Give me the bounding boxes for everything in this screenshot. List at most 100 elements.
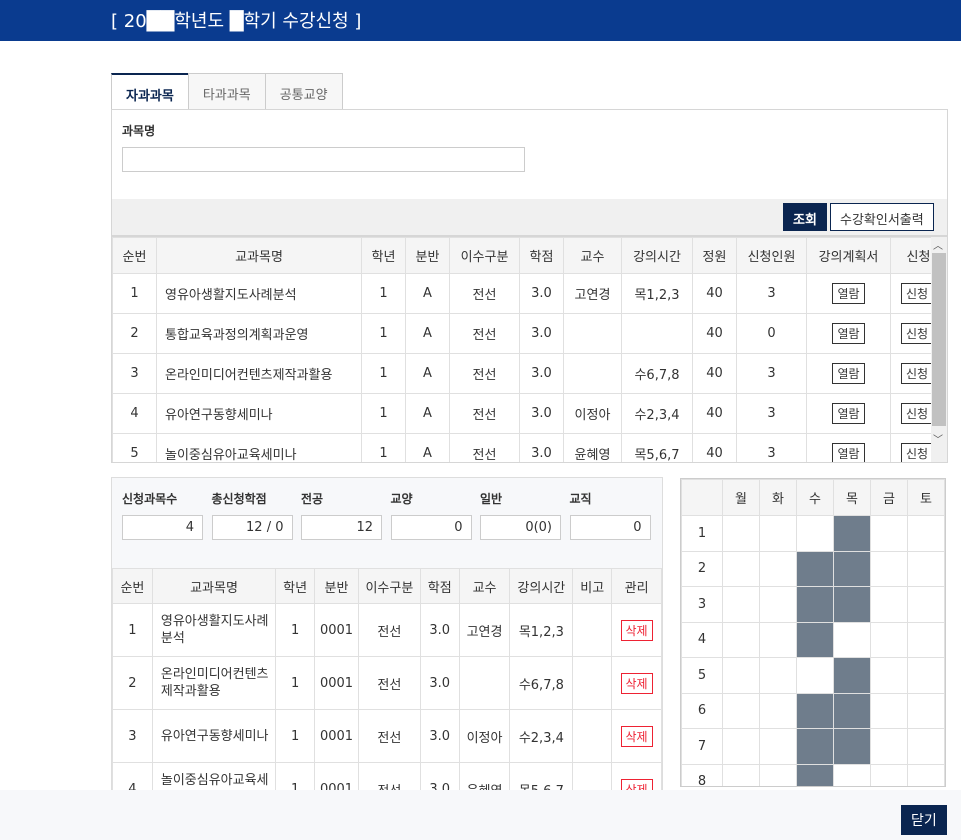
column-header: 비고 (572, 568, 613, 604)
apply-button[interactable]: 신청 (901, 283, 934, 304)
apply-button[interactable]: 신청 (901, 443, 934, 462)
table-cell: 전선 (449, 313, 520, 354)
table-cell: 0001 (314, 762, 359, 790)
scrollbar[interactable]: ︿ ﹀ (931, 237, 947, 462)
column-header: 분반 (405, 237, 450, 274)
tab-own-dept[interactable]: 자과과목 (111, 73, 189, 110)
timetable-cell-filled (796, 586, 834, 623)
table-cell: 40 (692, 433, 737, 462)
table-cell: 0001 (314, 656, 359, 710)
timetable-cell (759, 657, 797, 694)
apply-button[interactable]: 신청 (901, 403, 934, 424)
table-cell: 3.0 (519, 393, 564, 434)
timetable-cell (907, 728, 945, 765)
timetable-cell-filled (796, 728, 834, 765)
tab-general[interactable]: 공통교양 (264, 73, 343, 110)
table-cell: 삭제 (611, 656, 662, 710)
delete-button[interactable]: 삭제 (620, 725, 653, 747)
table-cell: 목5,6,7 (509, 762, 574, 790)
column-header: 학점 (519, 237, 564, 274)
view-syllabus-button[interactable]: 열람 (832, 283, 865, 304)
timetable-cell (722, 515, 760, 552)
timetable-cell (796, 657, 834, 694)
day-header: 수 (796, 479, 834, 516)
table-cell: A (405, 273, 450, 314)
delete-button[interactable]: 삭제 (620, 619, 653, 641)
table-cell: 40 (692, 353, 737, 394)
tab-bar: 자과과목 타과과목 공통교양 (111, 73, 343, 110)
button-bar: 조회 수강확인서출력 (111, 199, 948, 236)
column-header: 학년 (275, 568, 316, 604)
table-cell: 삭제 (611, 762, 662, 790)
table-cell: 1 (275, 656, 316, 710)
timetable-cell-filled (796, 763, 834, 786)
timetable-cell (907, 515, 945, 552)
table-cell: 고연경 (563, 273, 622, 314)
column-header: 강의계획서 (806, 237, 891, 274)
period-label: 1 (681, 515, 723, 552)
tab-other-dept[interactable]: 타과과목 (187, 73, 266, 110)
timetable-cell-filled (796, 621, 834, 658)
page-header: [ 20██학년도 █학기 수강신청 ] (0, 0, 961, 41)
view-syllabus-button[interactable]: 열람 (832, 323, 865, 344)
timetable-row: 2 (681, 550, 945, 587)
scroll-thumb[interactable] (932, 253, 946, 426)
table-cell: 열람 (806, 273, 891, 314)
timetable-cell (759, 586, 797, 623)
table-cell: 1 (112, 273, 157, 314)
summary-value: 12 (301, 515, 382, 540)
period-label: 4 (681, 621, 723, 658)
table-cell: 열람 (806, 353, 891, 394)
view-syllabus-button[interactable]: 열람 (832, 443, 865, 462)
column-header: 이수구분 (357, 568, 421, 604)
scroll-down-icon[interactable]: ﹀ (933, 435, 943, 446)
table-cell: 1 (361, 393, 406, 434)
view-syllabus-button[interactable]: 열람 (832, 363, 865, 384)
delete-button[interactable]: 삭제 (620, 672, 653, 694)
timetable-cell (907, 586, 945, 623)
timetable-cell (907, 621, 945, 658)
course-name-label: 과목명 (122, 124, 156, 138)
course-name-input[interactable] (122, 147, 525, 172)
page-title: [ 20██학년도 █학기 수강신청 ] (111, 11, 362, 32)
table-cell: 열람 (806, 313, 891, 354)
table-cell: 고연경 (458, 603, 511, 657)
period-label: 2 (681, 550, 723, 587)
table-cell (572, 656, 613, 710)
timetable-cell (870, 621, 908, 658)
table-cell: 목5,6,7 (621, 433, 693, 462)
search-button[interactable]: 조회 (783, 203, 827, 231)
summary-field: 총신청학점 12 / 0 (211, 490, 302, 540)
table-cell: 3 (112, 709, 153, 763)
day-header: 화 (759, 479, 797, 516)
period-label: 8 (681, 763, 723, 786)
apply-button[interactable]: 신청 (901, 363, 934, 384)
summary-row: 신청과목수 4 총신청학점 12 / 0 전공 12 교양 0 일반 0(0) 교직 0 (112, 478, 662, 540)
timetable-cell-filled (833, 515, 871, 552)
apply-button[interactable]: 신청 (901, 323, 934, 344)
timetable-cell (759, 692, 797, 729)
summary-value: 0 (390, 515, 472, 540)
table-cell: 1 (361, 433, 406, 462)
column-header: 교수 (563, 237, 622, 274)
period-label: 7 (681, 728, 723, 765)
timetable-cell (870, 657, 908, 694)
table-cell: 유아연구동향세미나 (156, 393, 362, 434)
print-confirmation-button[interactable]: 수강확인서출력 (830, 203, 934, 231)
table-cell (572, 762, 613, 790)
summary-label: 일반 (480, 492, 503, 506)
timetable-cell (722, 763, 760, 786)
table-cell: 4 (112, 762, 153, 790)
timetable-cell-filled (833, 586, 871, 623)
table-cell: 삭제 (611, 709, 662, 763)
table-cell: 수6,7,8 (509, 656, 574, 710)
timetable-cell (796, 515, 834, 552)
scroll-up-icon[interactable]: ︿ (933, 241, 943, 252)
table-cell: 3.0 (419, 656, 460, 710)
summary-value: 4 (122, 515, 203, 540)
timetable-cell (907, 763, 945, 786)
close-button[interactable]: 닫기 (901, 805, 947, 835)
view-syllabus-button[interactable]: 열람 (832, 403, 865, 424)
table-cell (458, 656, 511, 710)
delete-button[interactable]: 삭제 (620, 778, 653, 790)
